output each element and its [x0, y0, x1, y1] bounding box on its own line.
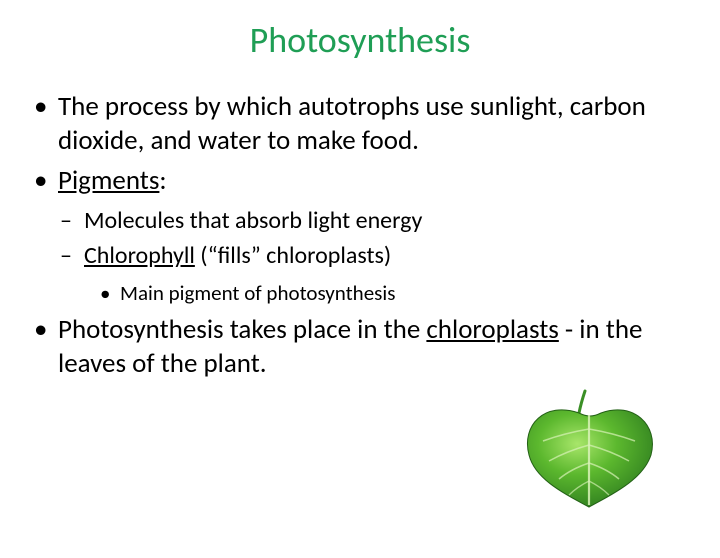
bullet-text-post: : — [159, 164, 166, 197]
bullet-text-post: (“fills” chloroplasts) — [195, 241, 391, 270]
bullet-text-pre: Photosynthesis takes place in the — [58, 313, 426, 346]
subsubbullet-main-pigment: Main pigment of photosynthesis — [98, 280, 690, 307]
slide-body: The process by which autotrophs use sunl… — [0, 90, 720, 380]
bullet-underlined: Pigments — [58, 164, 159, 197]
bullet-underlined: chloroplasts — [426, 313, 558, 346]
bullet-process: The process by which autotrophs use sunl… — [30, 90, 690, 158]
bullet-chloroplasts: Photosynthesis takes place in the chloro… — [30, 313, 690, 381]
bullet-pigments: Pigments: Molecules that absorb light en… — [30, 164, 690, 307]
bullet-text: Main pigment of photosynthesis — [120, 280, 395, 306]
slide-title: Photosynthesis — [0, 18, 720, 62]
leaf-icon — [515, 383, 665, 513]
subbullet-molecules: Molecules that absorb light energy — [58, 205, 690, 236]
bullet-text: Molecules that absorb light energy — [84, 206, 422, 235]
bullet-text: The process by which autotrophs use sunl… — [58, 90, 646, 157]
leaf-image — [515, 383, 665, 513]
subbullet-chlorophyll: Chlorophyll (“fills” chloroplasts) Main … — [58, 240, 690, 306]
bullet-underlined: Chlorophyll — [84, 241, 195, 270]
